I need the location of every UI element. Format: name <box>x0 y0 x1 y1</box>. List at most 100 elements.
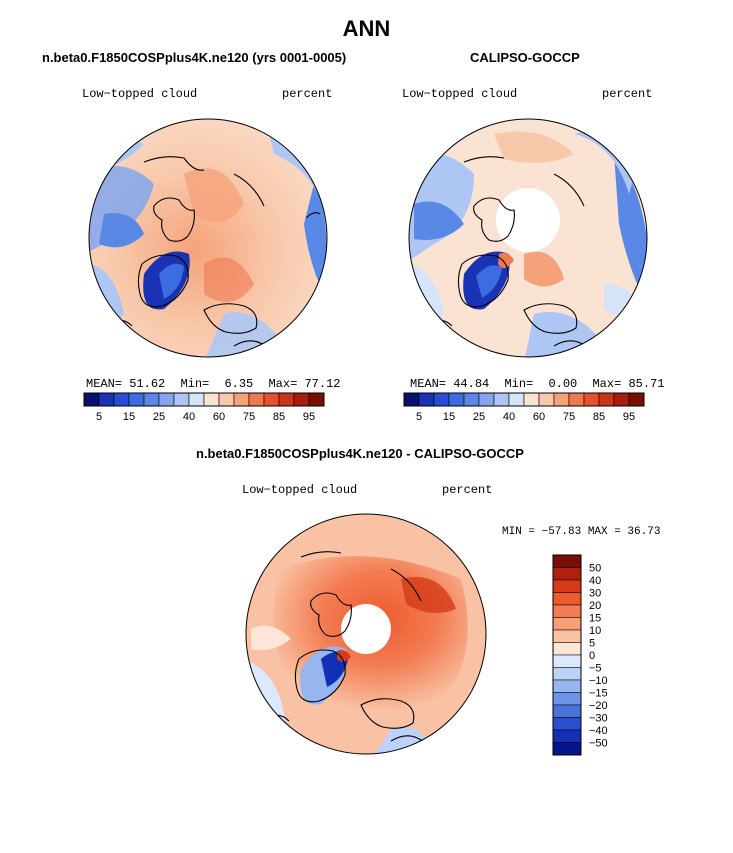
colorbar-tick-label: −50 <box>589 738 608 750</box>
colorbar-tick-label: −15 <box>589 688 608 700</box>
model-variable-label: Low−topped cloud <box>82 87 198 101</box>
colorbar-tick-label: 50 <box>589 563 601 575</box>
colorbar-swatch <box>552 692 582 706</box>
colorbar-swatch <box>552 567 582 581</box>
model-stats: MEAN= 51.62 Min= 6.35 Max= 77.12 <box>86 377 341 391</box>
colorbar-tick-label: −5 <box>589 663 602 675</box>
diff-units-label: percent <box>442 483 493 497</box>
colorbar-swatch <box>552 742 582 756</box>
colorbar-swatch <box>308 392 325 407</box>
colorbar-swatch <box>583 392 600 407</box>
diff-polar-map <box>245 513 487 755</box>
obs-min-label: Min= <box>504 377 534 391</box>
obs-max-label: Max= <box>592 377 622 391</box>
colorbar-tick-label: −40 <box>589 725 608 737</box>
colorbar-swatch <box>538 392 555 407</box>
colorbar-swatch <box>523 392 540 407</box>
colorbar-swatch <box>552 717 582 731</box>
colorbar-swatch <box>568 392 585 407</box>
colorbar-swatch <box>293 392 310 407</box>
colorbar-tick-label: 60 <box>533 411 545 423</box>
colorbar-swatch <box>552 729 582 743</box>
obs-polar-map <box>408 118 648 358</box>
obs-variable-label: Low−topped cloud <box>402 87 518 101</box>
obs-mean-value: 44.84 <box>453 377 490 391</box>
colorbar-swatch <box>173 392 190 407</box>
diff-minmax: MIN = −57.83 MAX = 36.73 <box>502 526 661 538</box>
diff-variable-label: Low−topped cloud <box>242 483 358 497</box>
model-min-value: 6.35 <box>224 377 254 391</box>
colorbar-swatch <box>128 392 145 407</box>
colorbar-swatch <box>598 392 615 407</box>
colorbar-tick-label: 5 <box>96 411 102 423</box>
colorbar-tick-label: 95 <box>303 411 315 423</box>
colorbar-swatch <box>552 679 582 693</box>
obs-stats: MEAN= 44.84 Min= 0.00 Max= 85.71 <box>410 377 665 391</box>
colorbar-tick-label: −30 <box>589 713 608 725</box>
model-max-label: Max= <box>268 377 298 391</box>
colorbar-swatch <box>158 392 175 407</box>
obs-mean-label: MEAN= <box>410 377 447 391</box>
colorbar-swatch <box>508 392 525 407</box>
colorbar-swatch <box>448 392 465 407</box>
colorbar-swatch <box>552 667 582 681</box>
model-mean-label: MEAN= <box>86 377 123 391</box>
colorbar-swatch <box>552 592 582 606</box>
colorbar-swatch <box>263 392 280 407</box>
model-max-value: 77.12 <box>304 377 341 391</box>
colorbar-swatch <box>188 392 205 407</box>
colorbar-tick-label: 85 <box>593 411 605 423</box>
model-units-label: percent <box>282 87 333 101</box>
page-title: ANN <box>342 16 391 41</box>
colorbar-tick-label: 15 <box>589 613 601 625</box>
colorbar-tick-label: 20 <box>589 600 601 612</box>
colorbar-swatch <box>218 392 235 407</box>
colorbar-swatch <box>478 392 495 407</box>
colorbar-swatch <box>493 392 510 407</box>
colorbar-swatch <box>552 579 582 593</box>
colorbar-tick-label: 85 <box>273 411 285 423</box>
diff-panel-title: n.beta0.F1850COSPplus4K.ne120 - CALIPSO-… <box>196 446 524 461</box>
colorbar-tick-label: 40 <box>503 411 515 423</box>
colorbar-tick-label: −20 <box>589 700 608 712</box>
colorbar-swatch <box>628 392 645 407</box>
colorbar-tick-label: 75 <box>563 411 575 423</box>
obs-min-value: 0.00 <box>548 377 578 391</box>
colorbar-swatch <box>552 629 582 643</box>
colorbar-tick-label: 5 <box>589 638 595 650</box>
colorbar-swatch <box>552 617 582 631</box>
colorbar-swatch <box>278 392 295 407</box>
obs-panel-title: CALIPSO-GOCCP <box>470 50 580 65</box>
colorbar-swatch <box>552 604 582 618</box>
colorbar-swatch <box>552 654 582 668</box>
colorbar-swatch <box>403 392 420 407</box>
colorbar-tick-label: 0 <box>589 650 595 662</box>
colorbar-swatch <box>552 704 582 718</box>
model-polar-map <box>88 118 328 358</box>
colorbar-tick-label: 25 <box>473 411 485 423</box>
colorbar-tick-label: −10 <box>589 675 608 687</box>
colorbar-swatch <box>98 392 115 407</box>
colorbar-tick-label: 25 <box>153 411 165 423</box>
model-mean-value: 51.62 <box>129 377 166 391</box>
obs-colorbar: 5 15 25 40 60 75 85 95 <box>403 392 645 423</box>
colorbar-swatch <box>248 392 265 407</box>
model-panel-title: n.beta0.F1850COSPplus4K.ne120 (yrs 0001-… <box>42 50 347 65</box>
model-colorbar: 5 15 25 40 60 75 85 95 <box>83 392 325 423</box>
colorbar-tick-label: 30 <box>589 588 601 600</box>
colorbar-tick-label: 75 <box>243 411 255 423</box>
colorbar-swatch <box>433 392 450 407</box>
colorbar-swatch <box>233 392 250 407</box>
colorbar-swatch <box>83 392 100 407</box>
obs-units-label: percent <box>602 87 653 101</box>
colorbar-swatch <box>203 392 220 407</box>
obs-max-value: 85.71 <box>628 377 665 391</box>
colorbar-swatch <box>143 392 160 407</box>
colorbar-tick-label: 95 <box>623 411 635 423</box>
colorbar-swatch <box>613 392 630 407</box>
colorbar-tick-label: 15 <box>443 411 455 423</box>
colorbar-swatch <box>418 392 435 407</box>
colorbar-tick-label: 60 <box>213 411 225 423</box>
colorbar-swatch <box>113 392 130 407</box>
